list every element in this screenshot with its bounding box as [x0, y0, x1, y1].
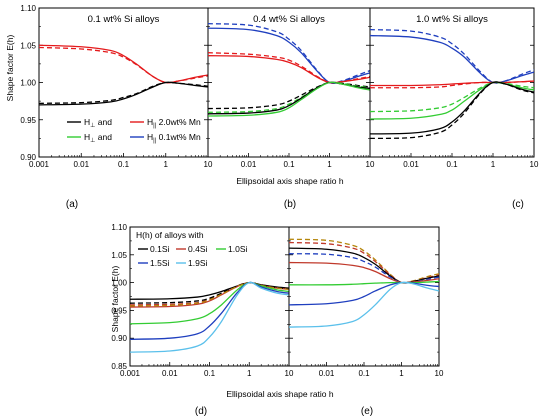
x-tick-label: 10 — [435, 369, 444, 378]
x-tick-label: 0.01 — [319, 369, 335, 378]
series-line-1 — [207, 27, 371, 84]
x-tick-label: 10 — [285, 369, 294, 378]
y-tick-label: 1.05 — [20, 41, 36, 50]
y-tick-label: 0.95 — [20, 116, 36, 125]
bottom-ylabel: Shape factor E(h) — [110, 266, 120, 333]
legend: H⊥ and H|| 2.0wt% Mn H⊥ and H|| 0.1wt% Mn — [67, 117, 201, 144]
series-line-7 — [288, 281, 440, 328]
series-line-0 — [369, 28, 535, 84]
series-line-7 — [369, 81, 535, 140]
series-line-2 — [207, 52, 371, 84]
panel-label-b: (b) — [284, 199, 296, 210]
series-line-1 — [38, 46, 209, 84]
x-tick-label: 0.01 — [403, 160, 419, 169]
legend-entry-label: 0.4Si — [188, 244, 207, 254]
y-tick-label: 0.95 — [111, 306, 127, 315]
series-line-1 — [288, 241, 440, 284]
bottom-row: 0.001 0.01 0.1 1 10 0.85 0.90 0.95 1.00 1.05 1.10 H… — [111, 223, 444, 378]
x-tick-label: 10 — [366, 160, 375, 169]
series-line-2 — [288, 247, 440, 284]
x-tick-label: 1 — [399, 369, 404, 378]
panel-label-c: (c) — [512, 199, 524, 210]
x-tick-label: 0.1 — [204, 369, 216, 378]
series-line-1 — [369, 34, 535, 84]
panel-label-e: (e) — [361, 406, 373, 417]
series-line-2 — [38, 81, 209, 106]
series-line-6 — [207, 81, 371, 115]
plot-frame — [207, 7, 371, 158]
legend-entry-label: 1.0Si — [228, 244, 247, 254]
series-line-1-0si — [129, 281, 290, 325]
x-tick-label: 10 — [530, 160, 539, 169]
panel-e: 0.01 0.1 1 10 — [288, 226, 444, 378]
series-line-3 — [38, 81, 209, 105]
legend-entry-label: H⊥ and — [84, 117, 112, 129]
series-line-1-9si — [129, 281, 290, 353]
x-tick-label: 0.1 — [446, 160, 458, 169]
y-tick-label: 0.90 — [111, 334, 127, 343]
y-tick-label: 1.10 — [111, 223, 127, 232]
series-line-0 — [207, 23, 371, 84]
x-tick-label: 1 — [247, 369, 252, 378]
series-line-0-4si — [129, 281, 290, 308]
x-tick-label: 0.1 — [118, 160, 130, 169]
panel-c: 0.01 0.1 1 10 1.0 wt% Si alloys — [369, 7, 539, 169]
x-tick-label: 1 — [164, 160, 169, 169]
y-tick-label: 1.10 — [20, 4, 36, 13]
x-tick-label: 10 — [204, 160, 213, 169]
x-tick-label: 1 — [327, 160, 332, 169]
series-line-3 — [207, 55, 371, 84]
x-tick-label: 0.1 — [283, 160, 295, 169]
series-line-0 — [38, 44, 209, 84]
y-tick-label: 1.00 — [20, 79, 36, 88]
x-tick-label: 0.01 — [73, 160, 89, 169]
legend-entry-label: H|| 0.1wt% Mn — [147, 132, 201, 144]
legend-entry-label: H⊥ and — [84, 132, 112, 144]
top-ylabel: Shape factor E(h) — [5, 35, 15, 102]
panel-label-a: (a) — [66, 199, 78, 210]
x-tick-label: 1 — [491, 160, 496, 169]
panel-b: 0.01 0.1 1 10 0.4 wt% Si alloys — [207, 7, 375, 169]
series-line-0-1si — [129, 281, 290, 300]
series-line-3 — [369, 80, 535, 89]
panel-title: 0.1 wt% Si alloys — [88, 14, 160, 25]
panel-a: 0.001 0.01 0.1 1 10 0.90 0.95 1.00 1.05 1.10 0.1 w… — [20, 4, 213, 169]
series-line-6 — [369, 81, 535, 135]
y-tick-label: 1.00 — [111, 279, 127, 288]
y-tick-label: 0.90 — [20, 153, 36, 162]
x-tick-label: 0.001 — [29, 160, 50, 169]
panel-label-d: (d) — [195, 406, 207, 417]
legend-entry-label: 0.1Si — [150, 244, 169, 254]
bottom-xlabel: Ellipsoidal axis shape ratio h — [226, 389, 334, 399]
series-line-4 — [369, 81, 535, 113]
x-tick-label: 0.1 — [358, 369, 370, 378]
top-row: 0.001 0.01 0.1 1 10 0.90 0.95 1.00 1.05 1.10 0.1 w… — [20, 4, 539, 169]
x-tick-label: 0.01 — [241, 160, 257, 169]
x-tick-label: 0.01 — [162, 369, 178, 378]
series-line-7 — [207, 81, 371, 117]
series-line-5 — [369, 81, 535, 120]
legend-title: H(h) of alloys with — [136, 230, 204, 240]
series-line-4 — [288, 261, 440, 284]
legend-entry-label: 1.5Si — [150, 258, 169, 268]
panel-title: 1.0 wt% Si alloys — [416, 14, 488, 25]
series-line-0 — [288, 238, 440, 284]
legend-entry-label: H|| 2.0wt% Mn — [147, 117, 201, 129]
legend: H(h) of alloys with 0.1Si 0.4Si 1.0Si 1.5Si 1… — [136, 230, 247, 268]
panel-title: 0.4 wt% Si alloys — [253, 14, 325, 25]
legend-entry-label: 1.9Si — [188, 258, 207, 268]
series-line-2 — [369, 80, 535, 87]
series-line-1-5si — [129, 281, 290, 340]
series-line-5 — [288, 280, 440, 286]
y-tick-label: 0.85 — [111, 362, 127, 371]
series-line-6 — [288, 281, 440, 306]
top-xlabel: Ellipsoidal axis shape ratio h — [236, 176, 344, 186]
y-tick-label: 1.05 — [111, 251, 127, 260]
panel-d: 0.001 0.01 0.1 1 10 0.85 0.90 0.95 1.00 1.05 1.10 H… — [111, 223, 294, 378]
x-tick-label: 0.001 — [120, 369, 141, 378]
